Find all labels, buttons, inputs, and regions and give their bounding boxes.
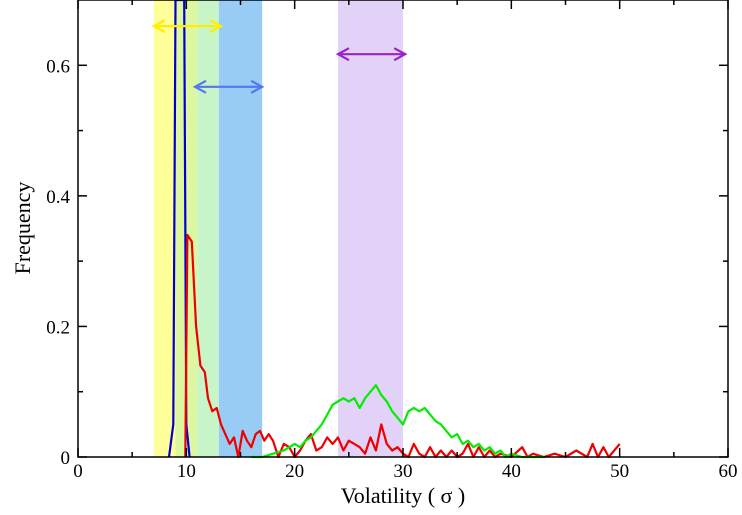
band-4 — [338, 0, 403, 457]
series-line-2 — [251, 384, 544, 459]
axis-ticks: 0 10 20 30 40 50 60 0 0.2 0.4 0.6 — [46, 0, 738, 482]
x-tick-label: 20 — [285, 461, 304, 482]
x-tick-label: 0 — [73, 461, 83, 482]
y-tick-label: 0.2 — [46, 317, 70, 338]
range-arrows — [151, 19, 408, 94]
y-tick-label: 0 — [61, 448, 71, 469]
x-tick-label: 50 — [610, 461, 629, 482]
y-tick-label: 0.4 — [46, 187, 70, 208]
arrow-2 — [335, 47, 408, 62]
band-0 — [153, 0, 176, 457]
y-tick-label: 0.6 — [46, 56, 70, 77]
y-axis-title: Frequency — [10, 182, 35, 275]
band-2 — [197, 0, 219, 457]
x-tick-label: 40 — [502, 461, 521, 482]
arrow-0 — [151, 19, 224, 34]
x-tick-label: 60 — [719, 461, 738, 482]
band-3 — [218, 0, 263, 457]
x-tick-label: 30 — [394, 461, 413, 482]
x-axis-title: Volatility ( σ ) — [341, 483, 466, 508]
shaded-bands — [153, 0, 403, 457]
x-tick-label: 10 — [177, 461, 196, 482]
arrow-1 — [192, 79, 265, 94]
data-series — [167, 0, 621, 459]
